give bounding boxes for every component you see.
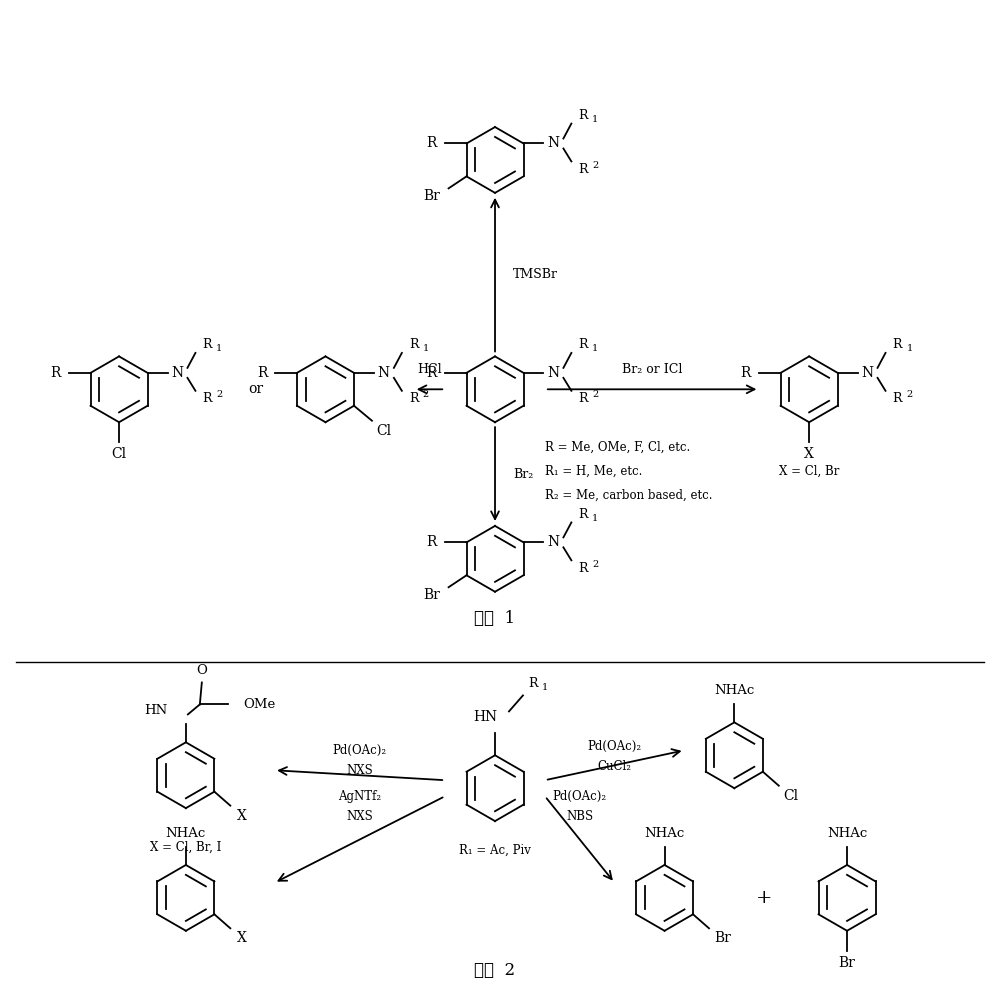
Text: Br₂: Br₂ [513,467,533,480]
Text: R: R [409,338,419,352]
Text: N: N [171,366,184,380]
Text: NHAc: NHAc [714,684,754,697]
Text: 2: 2 [592,560,598,569]
Text: NBS: NBS [566,809,593,823]
Text: Cl: Cl [111,447,127,461]
Text: 1: 1 [906,344,913,354]
Text: 路线  1: 路线 1 [474,610,516,627]
Text: TMSBr: TMSBr [513,268,558,281]
Text: X: X [804,447,814,461]
Text: R: R [741,366,751,380]
Text: NXS: NXS [346,809,373,823]
Text: X: X [237,808,247,823]
Text: R: R [579,562,588,575]
Text: Pd(OAc)₂: Pd(OAc)₂ [553,789,607,803]
Text: R: R [579,338,588,352]
Text: NHAc: NHAc [827,827,867,840]
Text: 1: 1 [592,514,598,523]
Text: 1: 1 [423,344,429,354]
Text: R₁ = Ac, Piv: R₁ = Ac, Piv [459,844,531,857]
Text: Br: Br [423,189,440,204]
Text: Pd(OAc)₂: Pd(OAc)₂ [333,744,387,756]
Text: OMe: OMe [244,698,276,711]
Text: O: O [196,664,207,677]
Text: R₂ = Me, carbon based, etc.: R₂ = Me, carbon based, etc. [545,488,712,502]
Text: HN: HN [473,711,497,725]
Text: N: N [547,536,559,550]
Text: NHAc: NHAc [644,827,685,840]
Text: R: R [409,393,419,406]
Text: R: R [426,536,437,550]
Text: HCl: HCl [417,363,442,376]
Text: Br₂ or ICl: Br₂ or ICl [622,363,682,376]
Text: N: N [547,366,559,380]
Text: 1: 1 [542,683,548,692]
Text: N: N [861,366,874,380]
Text: 2: 2 [423,391,429,400]
Text: R: R [579,393,588,406]
Text: R: R [893,393,902,406]
Text: R: R [203,393,212,406]
Text: 2: 2 [216,391,222,400]
Text: X: X [237,931,247,945]
Text: Br: Br [715,931,731,945]
Text: R: R [50,366,61,380]
Text: X = Cl, Br: X = Cl, Br [779,464,839,477]
Text: Pd(OAc)₂: Pd(OAc)₂ [588,740,642,752]
Text: AgNTf₂: AgNTf₂ [338,789,381,803]
Text: R: R [579,508,588,521]
Text: N: N [378,366,390,380]
Text: +: + [756,889,773,907]
Text: NHAc: NHAc [166,827,206,840]
Text: R: R [579,109,588,122]
Text: 1: 1 [592,115,598,124]
Text: 2: 2 [592,391,598,400]
Text: Br: Br [839,955,855,970]
Text: R: R [893,338,902,352]
Text: Cl: Cl [783,788,798,803]
Text: Br: Br [423,588,440,602]
Text: NXS: NXS [346,763,373,776]
Text: 1: 1 [592,344,598,354]
Text: or: or [248,383,263,397]
Text: N: N [547,136,559,150]
Text: R: R [528,677,538,690]
Text: R₁ = H, Me, etc.: R₁ = H, Me, etc. [545,464,642,477]
Text: HN: HN [145,704,168,717]
Text: 1: 1 [216,344,222,354]
Text: Cl: Cl [376,423,391,437]
Text: 路线  2: 路线 2 [474,962,516,979]
Text: R: R [257,366,267,380]
Text: 2: 2 [592,161,598,170]
Text: R: R [579,163,588,176]
Text: R: R [426,136,437,150]
Text: R = Me, OMe, F, Cl, etc.: R = Me, OMe, F, Cl, etc. [545,440,690,453]
Text: CuCl₂: CuCl₂ [598,759,632,772]
Text: X = Cl, Br, I: X = Cl, Br, I [150,841,222,854]
Text: R: R [203,338,212,352]
Text: 2: 2 [906,391,913,400]
Text: R: R [426,366,437,380]
